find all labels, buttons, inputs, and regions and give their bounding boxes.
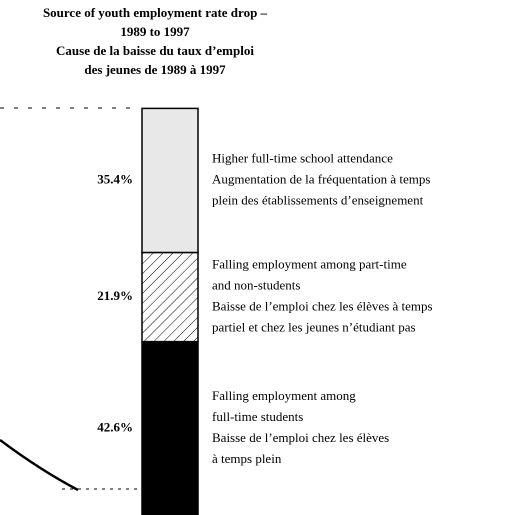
value-label: 42.6% bbox=[97, 419, 133, 434]
value-label: 35.4% bbox=[97, 171, 133, 186]
segment-label: and non-students bbox=[212, 278, 300, 293]
segment-label: Baisse de l’emploi chez les élèves à tem… bbox=[212, 299, 433, 314]
segment-label: à temps plein bbox=[212, 451, 282, 466]
pie-edge bbox=[0, 438, 79, 492]
segment-label: Falling employment among bbox=[212, 388, 356, 403]
segment-label: Falling employment among part-time bbox=[212, 257, 407, 272]
segment-label: Augmentation de la fréquentation à temps bbox=[212, 171, 430, 186]
value-label: 21.9% bbox=[97, 288, 133, 303]
segment-label: plein des établissements d’enseignement bbox=[212, 192, 424, 207]
bar-segment bbox=[141, 251, 199, 343]
segment-label: Baisse de l’emploi chez les élèves bbox=[212, 430, 389, 445]
bar-segment bbox=[141, 107, 199, 254]
chart-title: 1989 to 1997 bbox=[120, 24, 190, 39]
chart-title: Source of youth employment rate drop – bbox=[43, 5, 268, 20]
chart-title: Cause de la baisse du taux d’emploi bbox=[56, 43, 254, 58]
segment-label: partiel et chez les jeunes n’étudiant pa… bbox=[212, 320, 416, 335]
segment-label: Higher full-time school attendance bbox=[212, 150, 393, 165]
chart-title: des jeunes de 1989 à 1997 bbox=[84, 62, 226, 77]
segment-label: full-time students bbox=[212, 409, 303, 424]
bar-segment bbox=[141, 340, 199, 515]
